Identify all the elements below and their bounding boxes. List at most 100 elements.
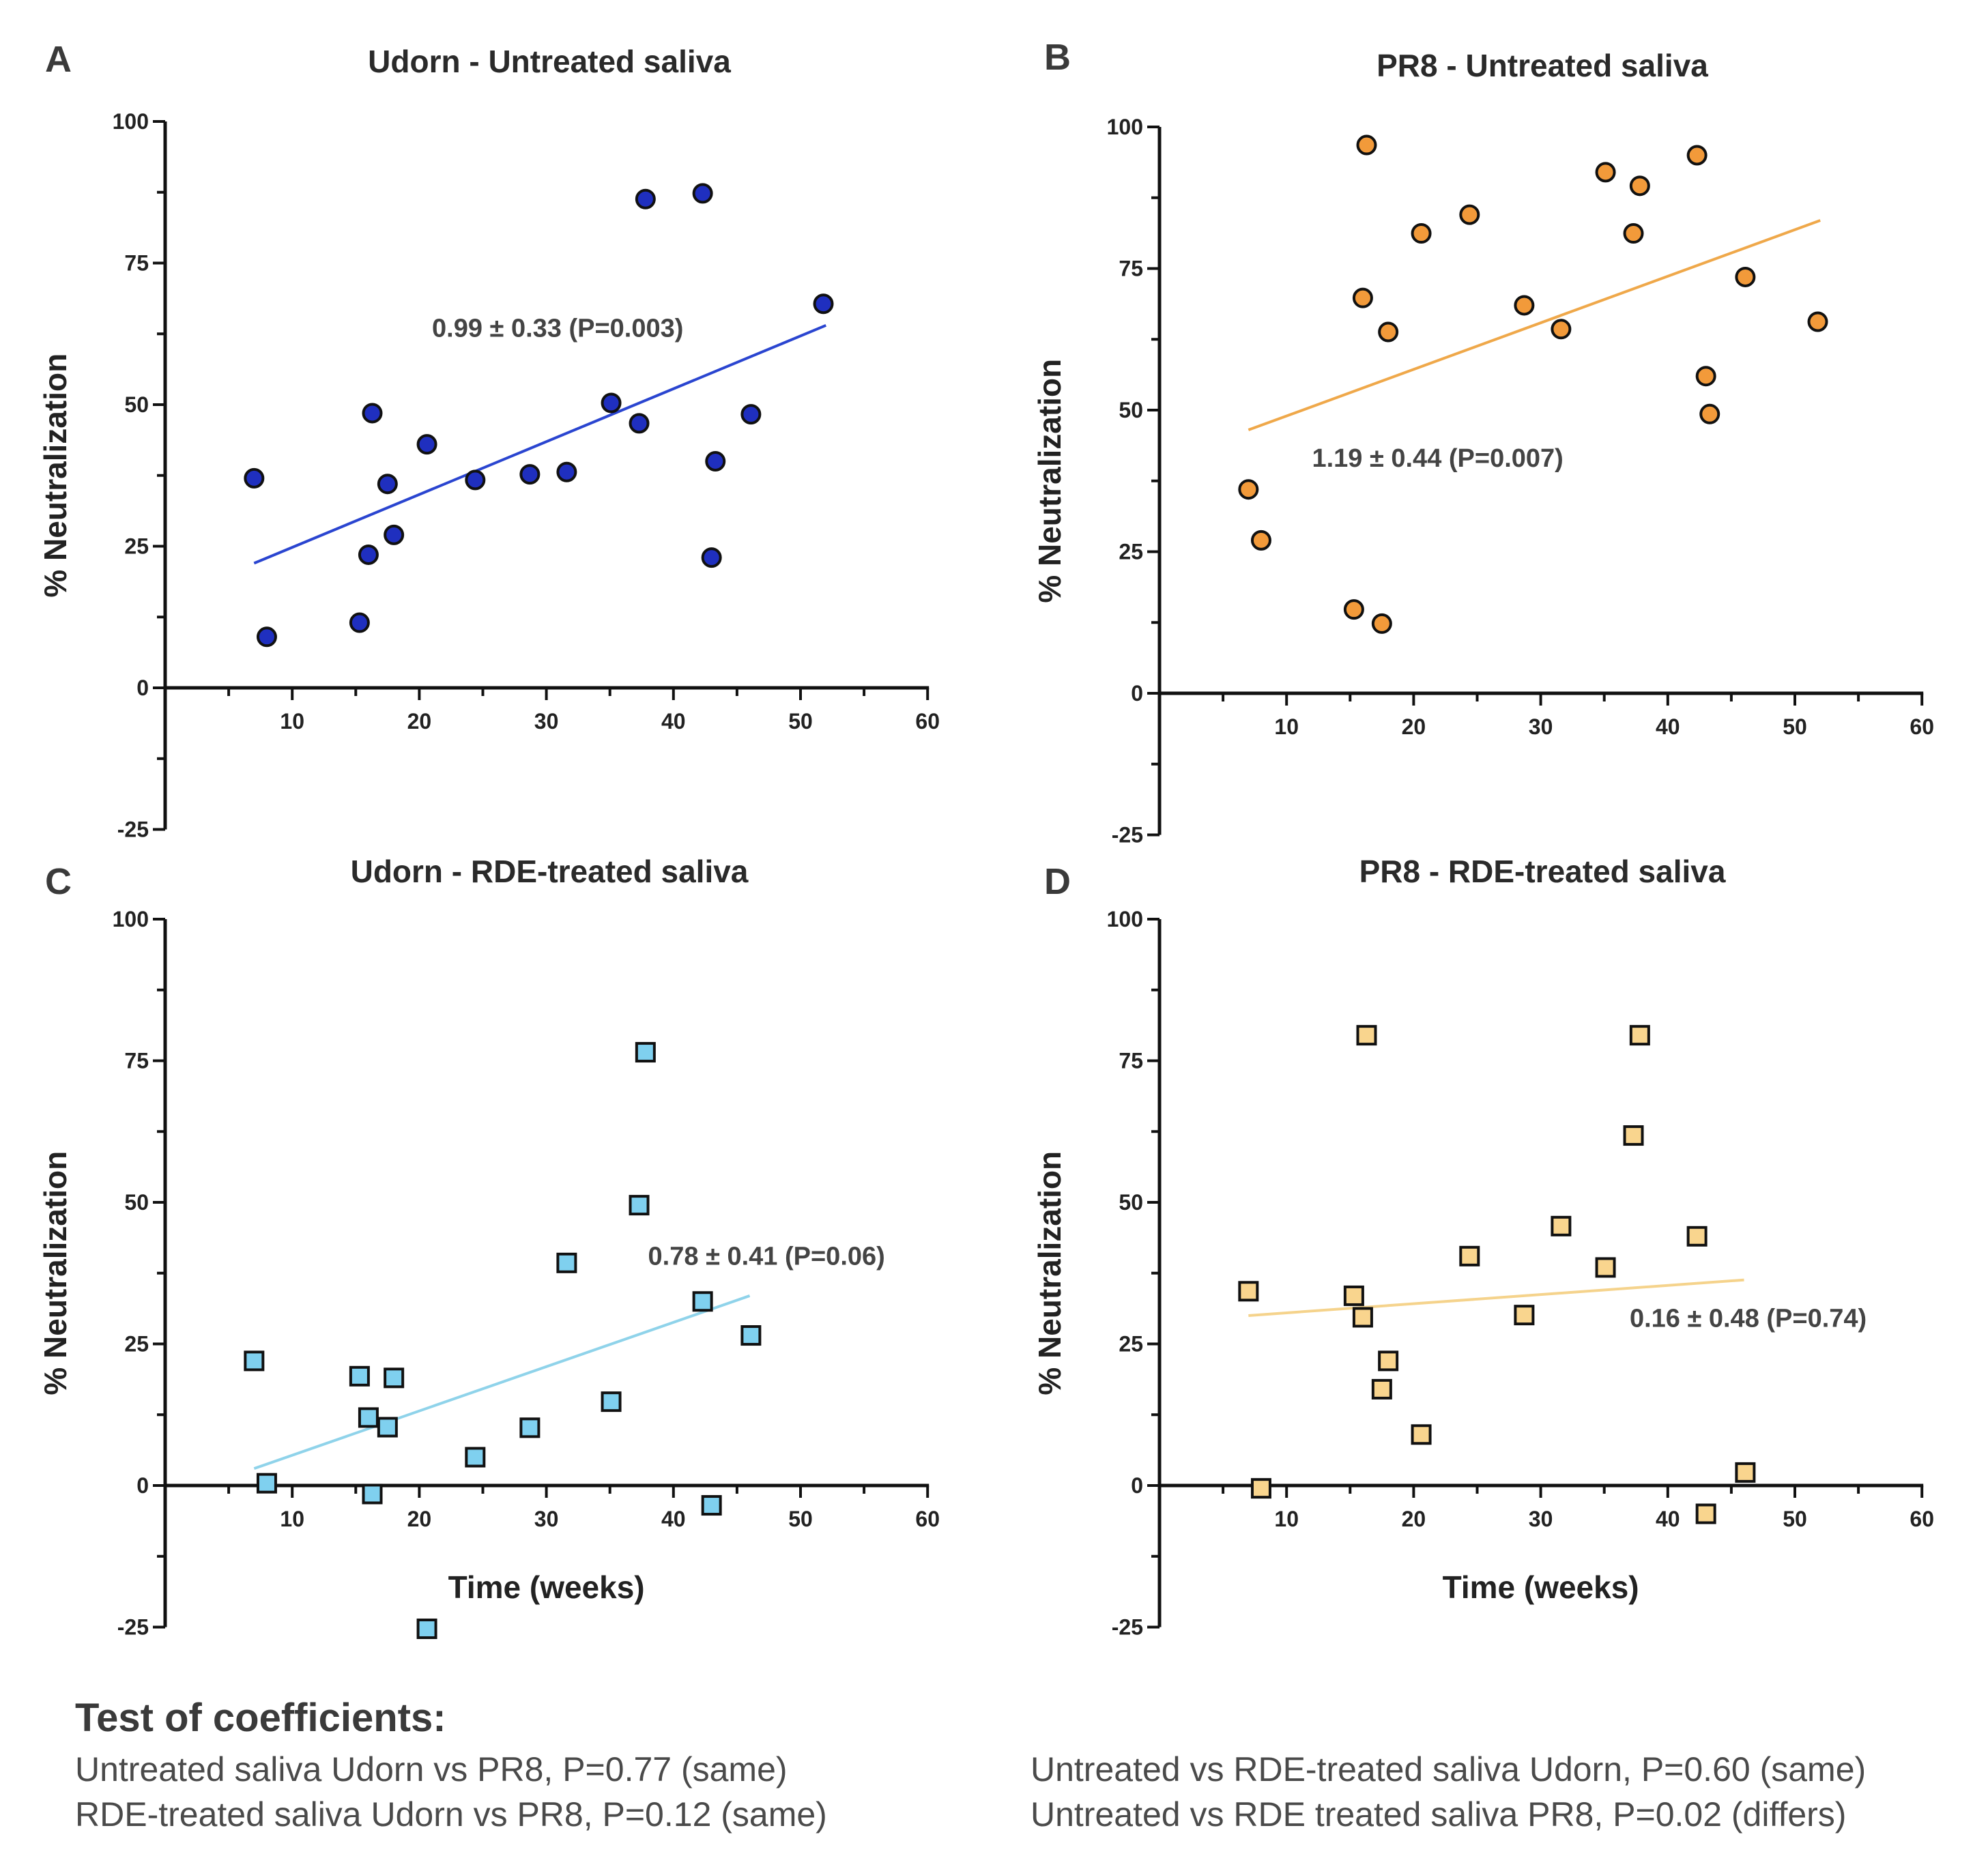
x-tick-label: 20 (1402, 1507, 1426, 1531)
data-point (1699, 403, 1720, 424)
note-line: Untreated vs RDE treated saliva PR8, P=0… (1031, 1795, 1847, 1834)
data-point (629, 413, 650, 434)
y-tick-label: 100 (1107, 907, 1143, 931)
x-axis-label: Time (weeks) (448, 1569, 645, 1605)
y-tick-label: 0 (136, 1473, 149, 1498)
x-tick-label: 20 (407, 709, 432, 734)
data-point (349, 1365, 370, 1387)
x-tick-label: 40 (661, 1507, 686, 1531)
data-point (1356, 134, 1377, 156)
y-tick-label: -25 (1112, 1615, 1143, 1640)
data-point (358, 544, 379, 565)
data-point (1807, 311, 1828, 332)
data-point (1411, 223, 1432, 244)
x-tick-label: 10 (280, 1507, 304, 1531)
data-point (556, 461, 577, 482)
x-tick-label: 30 (534, 1507, 559, 1531)
regression-line (1248, 219, 1821, 431)
y-tick-label: 0 (1131, 1473, 1143, 1498)
data-point (692, 183, 713, 204)
data-point (1514, 295, 1535, 316)
x-tick-label: 50 (1783, 714, 1807, 739)
data-point (1595, 162, 1616, 183)
data-point (1623, 1125, 1644, 1146)
figure-panels: A Udorn - Untreated saliva-25025507510010… (38, 37, 1934, 1640)
panel-title: PR8 - RDE-treated saliva (1359, 854, 1726, 889)
data-point (1343, 599, 1364, 620)
data-point (416, 434, 437, 455)
data-point (465, 1447, 486, 1468)
x-tick-label: 30 (1529, 714, 1553, 739)
x-tick-label: 60 (1910, 1507, 1934, 1531)
data-point (701, 547, 722, 568)
data-point (1695, 366, 1716, 387)
data-point (377, 1417, 398, 1438)
x-tick-label: 10 (1274, 1507, 1299, 1531)
data-point (1411, 1424, 1432, 1445)
data-point (1250, 1478, 1271, 1499)
y-tick-label: 0 (1131, 681, 1143, 706)
regression-line (253, 1294, 751, 1470)
panel-letter: D (1044, 861, 1071, 902)
panel-letter: C (45, 861, 72, 902)
data-point (384, 524, 405, 545)
y-tick-label: -25 (117, 1615, 149, 1640)
y-tick-label: -25 (1112, 823, 1143, 847)
notes-heading: Test of coefficients: (75, 1696, 446, 1740)
data-point (1371, 1378, 1392, 1400)
x-tick-label: 50 (1783, 1507, 1807, 1531)
data-point (740, 1325, 762, 1346)
data-point (519, 1417, 541, 1438)
x-tick-label: 40 (1656, 1507, 1680, 1531)
x-tick-label: 30 (534, 709, 559, 734)
x-tick-label: 40 (1656, 714, 1680, 739)
x-tick-label: 10 (1274, 714, 1299, 739)
data-point (1623, 223, 1644, 244)
data-point (1595, 1257, 1616, 1278)
y-tick-label: 100 (113, 907, 149, 931)
x-tick-label: 20 (1402, 714, 1426, 739)
data-point (692, 1291, 713, 1312)
data-point (1250, 530, 1271, 551)
data-point (1371, 613, 1392, 634)
y-tick-label: 100 (113, 109, 149, 134)
panel-letter: A (45, 39, 72, 80)
y-tick-label: 25 (1119, 540, 1143, 564)
coefficient-tests: Test of coefficients: Untreated saliva U… (0, 1692, 1988, 1869)
data-point (1378, 1350, 1399, 1372)
data-point (1551, 319, 1572, 340)
data-point (1551, 1215, 1572, 1236)
x-tick-label: 60 (1910, 714, 1934, 739)
y-tick-label: 75 (124, 251, 149, 276)
note-line: RDE-treated saliva Udorn vs PR8, P=0.12 … (75, 1795, 827, 1834)
data-point (1686, 1226, 1708, 1247)
data-point (635, 1042, 656, 1063)
panel-title: Udorn - Untreated saliva (368, 44, 731, 79)
data-point (1686, 145, 1708, 166)
data-point (1356, 1025, 1377, 1046)
data-point (1514, 1305, 1535, 1326)
y-axis-label: % Neutralization (38, 353, 73, 598)
x-tick-label: 40 (661, 709, 686, 734)
slope-annotation: 0.99 ± 0.33 (P=0.003) (432, 314, 683, 343)
y-tick-label: -25 (117, 817, 149, 842)
x-tick-label: 50 (788, 709, 813, 734)
x-tick-label: 10 (280, 709, 304, 734)
data-point (1352, 1307, 1373, 1328)
y-tick-label: 25 (1119, 1332, 1143, 1357)
figure: A Udorn - Untreated saliva -25 0 25 50 75 100 10… (38, 37, 1934, 1640)
x-tick-label: 30 (1529, 1507, 1553, 1531)
data-point (244, 1350, 265, 1372)
x-tick-label: 60 (915, 709, 940, 734)
data-point (1735, 1462, 1756, 1483)
y-tick-label: 25 (124, 534, 149, 559)
data-point (701, 1495, 722, 1516)
regression-line (1248, 1278, 1744, 1317)
data-point (601, 1391, 622, 1412)
data-point (1459, 204, 1480, 225)
data-point (1238, 1281, 1259, 1302)
panel-letter: B (1044, 37, 1071, 78)
panel-title: PR8 - Untreated saliva (1377, 48, 1708, 83)
y-axis-label: % Neutralization (38, 1151, 73, 1395)
data-point (629, 1195, 650, 1216)
